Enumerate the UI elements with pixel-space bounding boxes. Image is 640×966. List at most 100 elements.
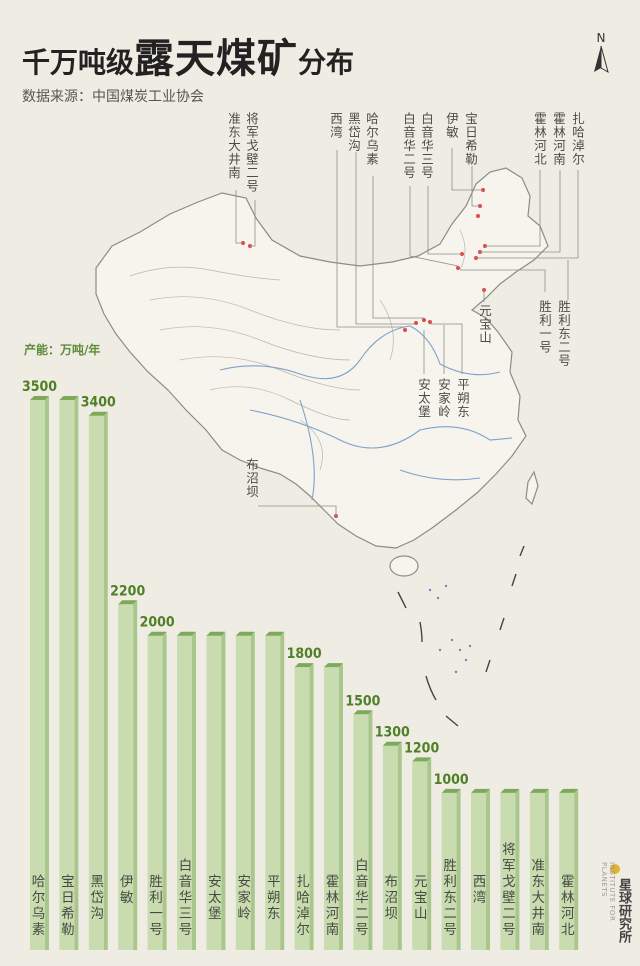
bar-11 <box>353 714 369 950</box>
leader-lines <box>235 148 579 516</box>
map-label-heidaigou: 黑岱沟 <box>346 112 361 153</box>
category-label-5: 白音华三号 <box>179 858 193 938</box>
bar-2 <box>88 415 104 950</box>
category-label-13: 元宝山 <box>414 874 428 922</box>
bar-side-6 <box>221 631 226 950</box>
brand-english: INSTITUTE FOR PLANETS <box>600 862 616 922</box>
category-label-0: 哈尔乌素 <box>32 874 46 938</box>
bar-side-18 <box>574 788 579 950</box>
bar-top-4 <box>147 631 167 636</box>
bar-top-7 <box>235 631 255 636</box>
bar-10 <box>324 667 339 950</box>
category-label-7: 安家岭 <box>238 874 252 922</box>
map-label-zhahanaoer: 扎哈淖尔 <box>570 112 585 166</box>
rivers <box>219 325 513 501</box>
bar-17 <box>529 792 545 950</box>
bar-side-2 <box>103 411 108 950</box>
bar-top-5 <box>177 631 196 636</box>
category-label-3: 伊敏 <box>120 874 134 906</box>
map-label-jiangjun: 将军戈壁二号 <box>244 112 259 193</box>
map-label-huolinhenan: 霍林河南 <box>551 112 566 166</box>
page-title: 千万吨级露天煤矿分布 <box>22 26 354 84</box>
bar-top-17 <box>529 788 549 793</box>
bar-3 <box>118 604 134 950</box>
terrain-shading <box>129 229 466 471</box>
map-label-baiyinhua3: 白音华三号 <box>419 112 434 180</box>
category-label-16: 将军戈壁二号 <box>502 842 516 938</box>
bar-top-12 <box>382 741 402 746</box>
category-label-11: 白音华二号 <box>355 858 369 938</box>
bar-top-8 <box>265 631 285 636</box>
bar-side-15 <box>486 788 490 950</box>
brand-dot-icon <box>610 864 620 874</box>
bar-8 <box>265 635 281 950</box>
brand-logo: INSTITUTE FOR PLANETS 星球研究所 <box>600 862 632 943</box>
bar-side-9 <box>309 663 314 950</box>
category-label-9: 扎哈淖尔 <box>296 874 310 938</box>
value-label-14: 1000 <box>434 772 469 788</box>
bar-top-0 <box>30 396 49 400</box>
bar-top-11 <box>353 710 373 715</box>
bar-side-17 <box>544 788 549 950</box>
map-label-shengli1: 胜利一号 <box>537 300 552 354</box>
map-label-xiwan: 西湾 <box>328 112 343 139</box>
category-label-10: 霍林河南 <box>326 874 340 938</box>
bar-7 <box>235 635 251 950</box>
bar-top-9 <box>294 663 314 668</box>
category-label-12: 布沼坝 <box>385 874 399 922</box>
north-letter: N <box>597 31 606 45</box>
category-label-18: 霍林河北 <box>561 874 575 938</box>
bar-side-14 <box>456 788 461 950</box>
bar-top-18 <box>559 788 579 793</box>
bar-top-13 <box>412 757 432 762</box>
data-source: 数据来源：中国煤炭工业协会 <box>22 89 204 105</box>
bar-side-3 <box>133 600 138 950</box>
value-label-0: 3500 <box>22 379 57 395</box>
chart-unit-label: 产能：万吨/年 <box>24 343 101 357</box>
category-label-6: 安太堡 <box>208 874 222 922</box>
bar-top-15 <box>471 788 490 793</box>
title-main: 露天煤矿 <box>134 35 299 82</box>
map-label-yuanbaoshan: 元宝山 <box>477 304 492 345</box>
bar-side-5 <box>192 631 196 950</box>
category-label-2: 黑岱沟 <box>91 874 105 922</box>
map-label-zhundong: 准东大井南 <box>226 112 241 180</box>
map-label-pingshuodong: 平朔东 <box>455 378 470 419</box>
value-label-4: 2000 <box>140 615 175 631</box>
value-label-12: 1300 <box>375 725 410 741</box>
bar-9 <box>294 667 310 950</box>
bar-top-2 <box>88 411 108 416</box>
brand-name: 星球研究所 <box>616 878 631 943</box>
bar-side-4 <box>162 631 167 950</box>
map-label-haerwusu: 哈尔乌素 <box>364 112 379 166</box>
category-label-8: 平朔东 <box>267 874 281 922</box>
map-label-baiyinhua2: 白音华二号 <box>401 112 416 180</box>
bar-top-3 <box>118 600 138 605</box>
map-label-huolinhebei: 霍林河北 <box>532 112 547 166</box>
bar-side-1 <box>74 396 79 950</box>
category-label-4: 胜利一号 <box>149 874 163 938</box>
category-label-1: 宝日希勒 <box>61 874 75 938</box>
bar-top-14 <box>441 788 461 793</box>
bar-18 <box>559 792 575 950</box>
bar-side-13 <box>427 757 432 950</box>
value-label-3: 2200 <box>110 583 145 599</box>
map-label-baorixile: 宝日希勒 <box>463 112 478 166</box>
value-label-13: 1200 <box>404 740 439 756</box>
bar-14 <box>441 792 457 950</box>
map-label-buzhaoba: 布沼坝 <box>244 458 259 499</box>
value-label-11: 1500 <box>345 693 380 709</box>
bar-top-16 <box>500 788 520 793</box>
bar-top-6 <box>206 631 226 636</box>
bar-16 <box>500 792 516 950</box>
hainan-island <box>389 555 419 577</box>
value-label-2: 3400 <box>81 395 116 411</box>
map-label-shenglidong2: 胜利东二号 <box>556 300 571 368</box>
south-sea-islands <box>428 584 472 674</box>
bar-15 <box>471 792 486 950</box>
bar-side-11 <box>368 710 373 950</box>
bar-side-8 <box>280 631 285 950</box>
category-label-17: 准东大井南 <box>532 858 546 938</box>
south-china-sea-line <box>397 545 525 727</box>
